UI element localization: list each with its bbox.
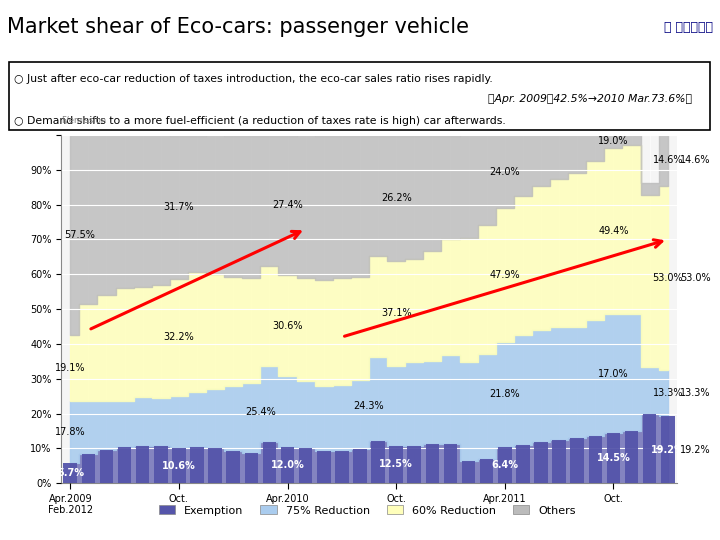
- Text: 12.0%: 12.0%: [271, 461, 305, 470]
- Text: 19.2%: 19.2%: [651, 445, 685, 455]
- Text: 32.2%: 32.2%: [163, 332, 194, 342]
- Bar: [516, 445, 530, 483]
- Text: F/emission: F/emission: [61, 116, 107, 125]
- Text: 47.9%: 47.9%: [490, 270, 520, 280]
- Bar: [245, 453, 258, 483]
- Bar: [661, 416, 675, 483]
- Text: 19.1%: 19.1%: [55, 363, 86, 373]
- Text: 26.2%: 26.2%: [381, 193, 412, 204]
- Text: 24.3%: 24.3%: [354, 401, 384, 410]
- Bar: [63, 463, 77, 483]
- Text: 19.2%: 19.2%: [680, 445, 711, 455]
- Text: 10.6%: 10.6%: [162, 461, 196, 470]
- Bar: [607, 433, 620, 483]
- Text: 13.3%: 13.3%: [680, 388, 711, 399]
- Bar: [281, 448, 294, 483]
- Bar: [498, 447, 512, 483]
- Text: 37.1%: 37.1%: [381, 308, 411, 318]
- Text: 14.6%: 14.6%: [652, 155, 683, 165]
- Bar: [317, 451, 330, 483]
- Text: 53.0%: 53.0%: [680, 273, 711, 283]
- Bar: [154, 447, 168, 483]
- Text: 30.6%: 30.6%: [272, 321, 303, 330]
- Text: ○ Just after eco-car reduction of taxes introduction, the eco-car sales ratio ri: ○ Just after eco-car reduction of taxes …: [14, 74, 493, 84]
- Bar: [480, 459, 493, 483]
- Bar: [552, 440, 566, 483]
- Bar: [462, 461, 475, 483]
- Bar: [408, 446, 421, 483]
- Text: 6.4%: 6.4%: [491, 460, 518, 470]
- FancyBboxPatch shape: [9, 62, 710, 130]
- Bar: [534, 442, 548, 483]
- Bar: [625, 431, 639, 483]
- Legend: Exemption, 75% Reduction, 60% Reduction, Others: Exemption, 75% Reduction, 60% Reduction,…: [154, 501, 580, 520]
- Bar: [570, 438, 584, 483]
- Bar: [353, 449, 366, 483]
- Bar: [444, 444, 457, 483]
- Bar: [263, 442, 276, 483]
- Text: 24.0%: 24.0%: [490, 166, 520, 177]
- Bar: [118, 447, 131, 483]
- Text: Market shear of Eco-cars: passenger vehicle: Market shear of Eco-cars: passenger vehi…: [7, 17, 469, 37]
- Text: 25.4%: 25.4%: [245, 407, 276, 417]
- Text: 13.3%: 13.3%: [652, 388, 683, 399]
- Bar: [172, 448, 186, 483]
- Bar: [99, 450, 113, 483]
- Text: （Apr. 2009：42.5%→2010 Mar.73.6%）: （Apr. 2009：42.5%→2010 Mar.73.6%）: [487, 94, 692, 104]
- Bar: [643, 414, 657, 483]
- Text: 14.6%: 14.6%: [680, 155, 711, 165]
- Text: 17.8%: 17.8%: [55, 428, 86, 437]
- Text: 31.7%: 31.7%: [163, 202, 194, 212]
- Text: ○ Demand shifts to a more fuel-efficient (a reduction of taxes rate is high) car: ○ Demand shifts to a more fuel-efficient…: [14, 116, 506, 126]
- Text: 17.0%: 17.0%: [598, 369, 629, 379]
- Text: 19.0%: 19.0%: [598, 136, 629, 146]
- Bar: [390, 446, 403, 483]
- Bar: [299, 448, 312, 483]
- Bar: [136, 446, 150, 483]
- Bar: [190, 448, 204, 483]
- Text: 49.4%: 49.4%: [598, 226, 629, 236]
- Text: 🌐 国土交通省: 🌐 国土交通省: [664, 21, 713, 33]
- Bar: [588, 436, 602, 483]
- Text: 5.7%: 5.7%: [57, 468, 84, 478]
- Text: 12.5%: 12.5%: [379, 460, 413, 469]
- Text: 27.4%: 27.4%: [272, 200, 303, 211]
- Bar: [81, 454, 95, 483]
- Text: 14.5%: 14.5%: [597, 453, 630, 463]
- Bar: [426, 444, 439, 483]
- Bar: [335, 451, 348, 483]
- Text: 21.8%: 21.8%: [490, 389, 520, 400]
- Bar: [208, 448, 222, 483]
- Bar: [226, 451, 240, 483]
- Text: 57.5%: 57.5%: [64, 230, 95, 240]
- Bar: [372, 441, 385, 483]
- Text: 53.0%: 53.0%: [652, 273, 683, 283]
